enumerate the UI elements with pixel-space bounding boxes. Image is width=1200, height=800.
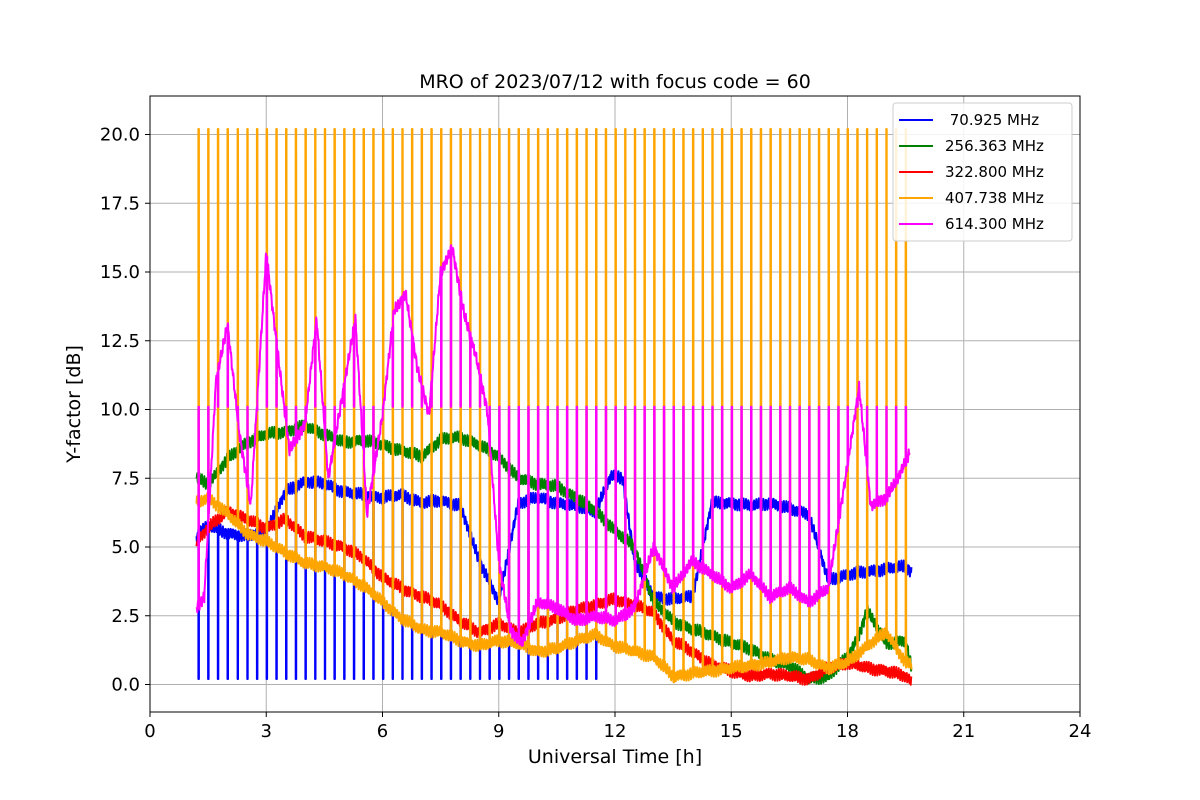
x-tick-label: 6 xyxy=(377,721,388,742)
series-line-4 xyxy=(195,244,911,647)
y-tick-label: 10.0 xyxy=(100,400,140,421)
legend-label: 614.300 MHz xyxy=(945,215,1044,233)
y-tick-label: 12.5 xyxy=(100,331,140,352)
plot-lines xyxy=(195,128,913,686)
legend-label: 256.363 MHz xyxy=(945,137,1044,155)
y-tick-label: 15.0 xyxy=(100,262,140,283)
x-tick-label: 0 xyxy=(144,721,155,742)
x-tick-label: 21 xyxy=(952,721,975,742)
x-axis: 0 3 6 9 12 15 18 21 24 xyxy=(144,712,1091,742)
legend-box xyxy=(892,102,1073,242)
x-tick-label: 18 xyxy=(836,721,859,742)
legend-label: 70.925 MHz xyxy=(945,111,1039,129)
x-tick-label: 12 xyxy=(604,721,627,742)
legend-label: 407.738 MHz xyxy=(945,189,1044,207)
x-axis-label: Universal Time [h] xyxy=(528,746,702,768)
x-tick-label: 3 xyxy=(261,721,272,742)
y-tick-label: 20.0 xyxy=(100,125,140,146)
y-tick-label: 17.5 xyxy=(100,193,140,214)
x-tick-label: 15 xyxy=(720,721,743,742)
y-tick-label: 7.5 xyxy=(111,468,140,489)
legend-label: 322.800 MHz xyxy=(945,163,1044,181)
chart-title: MRO of 2023/07/12 with focus code = 60 xyxy=(419,71,811,93)
y-tick-label: 2.5 xyxy=(111,606,140,627)
y-tick-label: 5.0 xyxy=(111,537,140,558)
x-tick-label: 24 xyxy=(1069,721,1092,742)
y-tick-label: 0.0 xyxy=(111,675,140,696)
y-axis: 0.0 2.5 5.0 7.5 10.0 12.5 15.0 17.5 20.0 xyxy=(100,125,150,696)
legend: 70.925 MHz 256.363 MHz 322.800 MHz 407.738 … xyxy=(892,102,1073,242)
x-tick-label: 9 xyxy=(493,721,504,742)
y-axis-label: Y-factor [dB] xyxy=(63,345,85,464)
